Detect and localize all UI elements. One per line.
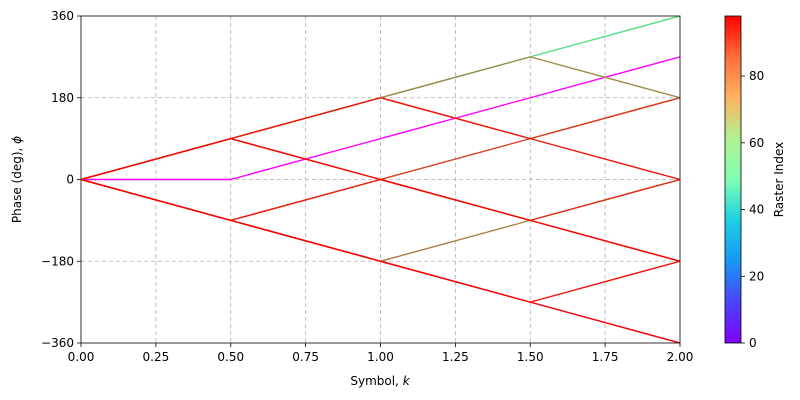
phase-trace xyxy=(81,137,680,262)
x-tick-label: 1.75 xyxy=(592,350,619,364)
colorbar-tick-label: 20 xyxy=(749,269,764,283)
y-tick-label: −180 xyxy=(41,254,74,268)
colorbar-tick-label: 40 xyxy=(749,203,764,217)
y-tick-label: 0 xyxy=(66,173,74,187)
x-tick-label: 1.00 xyxy=(367,350,394,364)
x-tick-label: 0.75 xyxy=(292,350,319,364)
plot-area: 0.00 0.25 0.50 0.75 1.00 1.25 1.50 1.75 2.00 −36… xyxy=(41,9,693,364)
x-tick-label: 1.25 xyxy=(442,350,469,364)
colorbar-tick-label: 60 xyxy=(749,136,764,150)
x-axis-label: Symbol, k xyxy=(350,374,410,388)
colorbar-frame xyxy=(724,15,742,344)
phase-traces xyxy=(81,16,680,343)
y-tick-label: −360 xyxy=(41,336,74,350)
y-tick-label: 180 xyxy=(51,91,74,105)
colorbar: 0 20 40 60 80 Raster Index xyxy=(724,15,786,350)
x-tick-label: 0.00 xyxy=(68,350,95,364)
colorbar-tick-label: 0 xyxy=(749,336,757,350)
x-tick-label: 2.00 xyxy=(667,350,694,364)
x-tick-label: 1.50 xyxy=(517,350,544,364)
phase-trace xyxy=(81,178,680,343)
x-axis-ticks: 0.00 0.25 0.50 0.75 1.00 1.25 1.50 1.75 2.00 xyxy=(68,343,694,364)
colorbar-ticks: 0 20 40 60 80 xyxy=(741,69,764,350)
colorbar-tick-label: 80 xyxy=(749,69,764,83)
y-axis-label: Phase (deg), ϕ xyxy=(10,136,24,223)
y-axis-ticks: −360 −180 0 180 360 xyxy=(41,9,81,350)
x-tick-label: 0.50 xyxy=(217,350,244,364)
y-tick-label: 360 xyxy=(51,9,74,23)
phase-trace xyxy=(81,56,680,181)
x-tick-label: 0.25 xyxy=(143,350,170,364)
colorbar-label: Raster Index xyxy=(772,142,786,218)
colorbar-gradient xyxy=(725,16,741,343)
